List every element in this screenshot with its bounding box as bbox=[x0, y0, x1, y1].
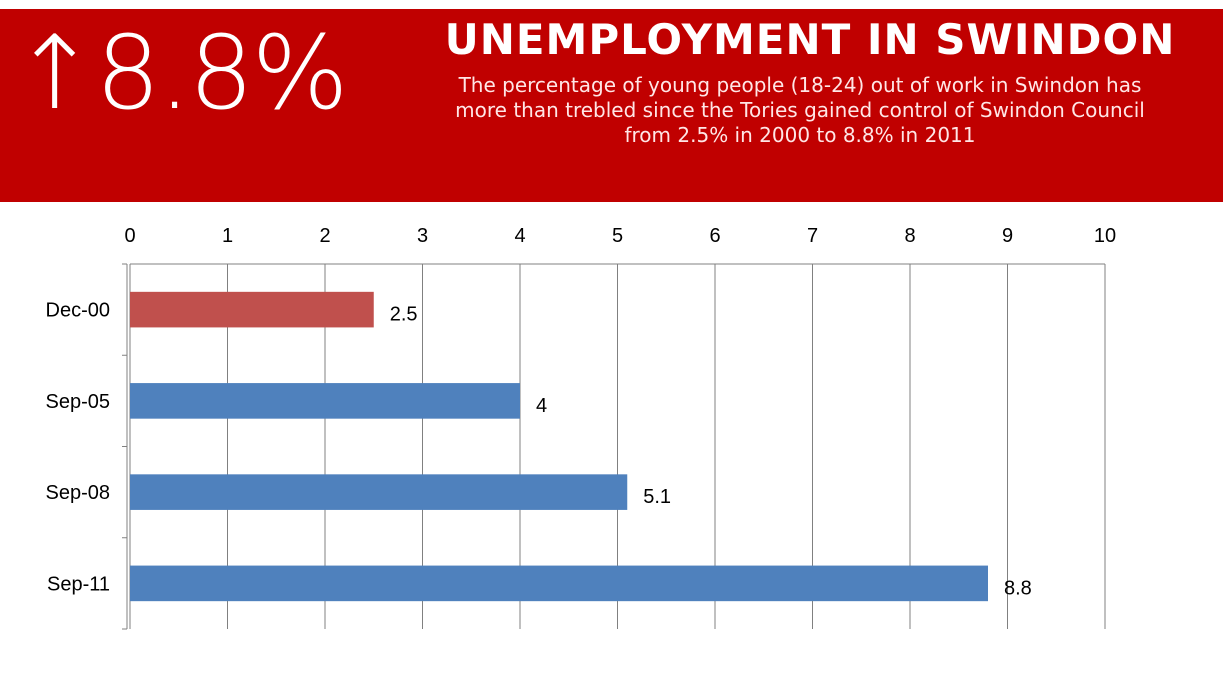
category-label: Dec-00 bbox=[46, 300, 110, 322]
chart-area: 0 1 2 3 4 5 6 7 8 9 10 Dec-00 2.5 Sep-05 4 Sep-08 5.1 Sep… bbox=[0, 202, 1223, 687]
x-tick-label: 6 bbox=[709, 225, 720, 247]
x-tick-label: 5 bbox=[612, 225, 623, 247]
bar bbox=[130, 565, 988, 602]
data-label: 8.8 bbox=[1004, 577, 1032, 599]
x-tick-label: 1 bbox=[222, 225, 233, 247]
data-label: 2.5 bbox=[390, 304, 418, 326]
category-label: Sep-05 bbox=[46, 391, 111, 413]
page-title: UNEMPLOYMENT IN SWINDON bbox=[444, 15, 1176, 64]
category-label: Sep-11 bbox=[47, 573, 110, 595]
x-tick-label: 8 bbox=[904, 225, 915, 247]
data-label: 4 bbox=[536, 395, 547, 417]
headline-description: The percentage of young people (18-24) o… bbox=[455, 73, 1145, 147]
x-tick-label: 4 bbox=[514, 225, 525, 247]
header-banner: ↑8.8% UNEMPLOYMENT IN SWINDON The percen… bbox=[0, 9, 1223, 202]
x-tick-label: 3 bbox=[417, 225, 428, 247]
bar bbox=[130, 383, 520, 419]
data-label: 5.1 bbox=[643, 486, 671, 508]
x-tick-label: 0 bbox=[124, 225, 135, 247]
x-tick-label: 7 bbox=[807, 225, 818, 247]
x-tick-label: 2 bbox=[319, 225, 330, 247]
bar bbox=[130, 474, 628, 510]
category-label: Sep-08 bbox=[46, 482, 111, 504]
bar bbox=[130, 291, 374, 328]
x-tick-label: 10 bbox=[1094, 225, 1116, 247]
bar-chart: 0 1 2 3 4 5 6 7 8 9 10 Dec-00 2.5 Sep-05 4 Sep-08 5.1 Sep… bbox=[46, 225, 1116, 630]
headline-stat: ↑8.8% bbox=[12, 14, 349, 133]
x-tick-label: 9 bbox=[1002, 225, 1013, 247]
